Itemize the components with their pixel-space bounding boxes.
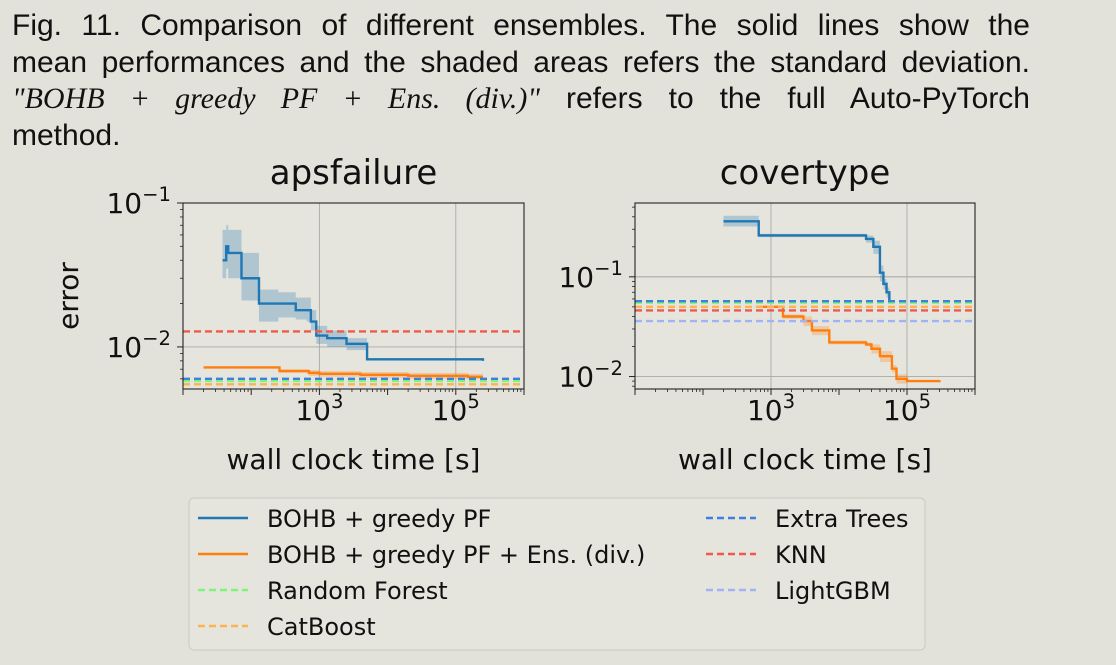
plot-area <box>183 225 524 386</box>
y-tick-label: 10−2 <box>106 327 171 364</box>
caption-method-name: "BOHB + greedy PF + Ens. (div.)" <box>12 82 540 115</box>
y-tick-label: 10−1 <box>558 257 623 294</box>
legend-label: BOHB + greedy PF <box>267 505 491 533</box>
legend-label: BOHB + greedy PF + Ens. (div.) <box>267 541 645 569</box>
chart-title: covertype <box>720 153 890 193</box>
y-tick-label: 10−1 <box>106 183 171 220</box>
chart-apsfailure: 103 105 10−1 10−2 apsfailure wall clock time … <box>52 153 525 476</box>
series-bohb-greedy-pf-band <box>723 215 890 301</box>
legend-frame <box>188 497 926 651</box>
chart-title: apsfailure <box>270 153 438 193</box>
legend-label: CatBoost <box>267 613 376 641</box>
y-tick-label: 10−2 <box>558 357 623 394</box>
chart-legend: BOHB + greedy PF BOHB + greedy PF + Ens. … <box>188 497 926 651</box>
x-tick-label: 103 <box>747 390 795 427</box>
plot-frame <box>634 202 976 390</box>
plot-frame <box>182 202 525 390</box>
plot-area <box>635 215 975 384</box>
legend-item-bohb-greedy-pf-ens-div: BOHB + greedy PF + Ens. (div.) <box>198 541 645 569</box>
x-tick-label: 105 <box>432 390 480 427</box>
legend-label: LightGBM <box>775 577 891 605</box>
series-bohb-greedy-pf-ens-div-line <box>755 305 941 383</box>
figure-caption: Fig. 11. Comparison of different ensembl… <box>12 8 1030 154</box>
legend-item-catboost: CatBoost <box>198 613 376 641</box>
plot-background <box>183 203 524 389</box>
caption-line-3: "BOHB + greedy PF + Ens. (div.)" refers … <box>12 81 1030 118</box>
legend-item-knn: KNN <box>706 541 827 569</box>
legend-item-extra-trees: Extra Trees <box>706 505 909 533</box>
caption-line-1: Fig. 11. Comparison of different ensembl… <box>12 9 1030 42</box>
legend-item-bohb-greedy-pf: BOHB + greedy PF <box>198 505 491 533</box>
caption-line-3-rest: refers to the full Auto-PyTorch <box>565 82 1030 115</box>
legend-label: KNN <box>775 541 827 569</box>
legend-label: Random Forest <box>267 577 448 605</box>
x-axis-label: wall clock time [s] <box>678 443 932 476</box>
legend-item-random-forest: Random Forest <box>198 577 448 605</box>
series-bohb-greedy-pf-line <box>222 245 485 361</box>
x-tick-label: 105 <box>883 390 931 427</box>
x-tick-label: 103 <box>295 390 343 427</box>
chart-covertype: 103 105 10−1 10−2 covertype wall clock time [… <box>558 153 976 476</box>
y-axis-label: error <box>52 262 85 330</box>
x-axis-label: wall clock time [s] <box>227 443 481 476</box>
series-bohb-greedy-pf-line <box>723 220 891 301</box>
caption-line-2: mean performances and the shaded areas r… <box>12 45 1030 79</box>
series-bohb-greedy-pf-band <box>222 225 483 361</box>
legend-item-lightgbm: LightGBM <box>706 577 891 605</box>
caption-line-4: method. <box>12 118 121 152</box>
legend-label: Extra Trees <box>775 505 909 533</box>
plot-background <box>635 203 975 389</box>
series-bohb-greedy-pf-ens-div-line <box>203 366 483 378</box>
